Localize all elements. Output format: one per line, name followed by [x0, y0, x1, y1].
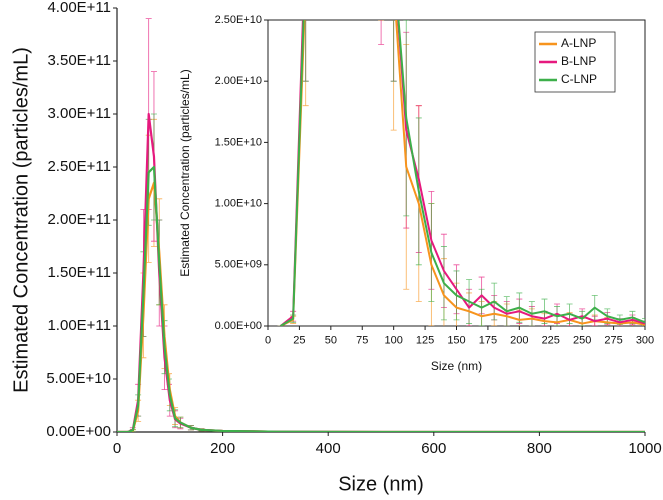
legend-label: B-LNP	[561, 54, 596, 68]
error-bar	[378, 20, 385, 45]
x-tick-label: 400	[316, 440, 341, 457]
series-line	[280, 20, 645, 326]
y-tick-label: 0.00E+00	[46, 423, 111, 440]
y-axis-title: Estimated Concentration (particles/mL)	[178, 69, 192, 276]
x-tick-label: 1000	[628, 440, 661, 457]
x-axis-title: Size (nm)	[338, 473, 424, 495]
y-tick-label: 1.50E+11	[47, 264, 111, 281]
x-tick-label: 800	[527, 440, 552, 457]
y-tick-label: 1.00E+10	[215, 198, 262, 210]
y-axis-title: Estimated Concentration (particles/mL)	[10, 47, 32, 393]
x-tick-label: 150	[447, 335, 465, 347]
x-tick-label: 600	[421, 440, 446, 457]
y-tick-label: 1.00E+11	[47, 317, 111, 334]
legend-label: A-LNP	[561, 36, 596, 50]
y-tick-label: 0.00E+00	[215, 320, 262, 332]
x-tick-label: 100	[384, 335, 402, 347]
x-tick-label: 75	[356, 335, 368, 347]
error-bar	[302, 20, 309, 82]
series-line	[280, 20, 645, 326]
y-tick-label: 2.00E+11	[47, 211, 111, 228]
error-bar	[390, 20, 397, 82]
x-tick-label: 200	[510, 335, 528, 347]
series-line	[117, 165, 645, 432]
y-tick-label: 2.00E+10	[215, 75, 262, 87]
legend-label: C-LNP	[561, 72, 597, 86]
x-tick-label: 0	[265, 335, 271, 347]
plot-area	[277, 20, 645, 326]
x-axis-title: Size (nm)	[431, 359, 482, 373]
y-tick-label: 4.00E+11	[47, 0, 111, 16]
x-tick-label: 0	[113, 440, 121, 457]
x-tick-label: 175	[479, 335, 497, 347]
x-tick-label: 300	[636, 335, 654, 347]
plot-area	[117, 18, 645, 432]
x-tick-label: 125	[416, 335, 434, 347]
x-tick-label: 200	[210, 440, 235, 457]
x-tick-label: 275	[604, 335, 622, 347]
y-tick-label: 5.00E+10	[46, 370, 111, 387]
x-tick-label: 50	[325, 335, 337, 347]
x-tick-label: 225	[542, 335, 560, 347]
y-tick-label: 5.00E+09	[215, 259, 262, 271]
y-tick-label: 1.50E+10	[215, 136, 262, 148]
x-tick-label: 25	[293, 335, 305, 347]
legend: A-LNP B-LNP C-LNP	[534, 31, 616, 93]
x-tick-label: 250	[573, 335, 591, 347]
y-tick-label: 3.50E+11	[47, 52, 111, 69]
y-tick-label: 3.00E+11	[47, 105, 111, 122]
main-plot: 0.00E+00 5.00E+10 1.00E+11 1.50E+11 2.00E+11…	[10, 0, 661, 495]
y-tick-label: 2.50E+10	[215, 14, 262, 26]
inset-plot: 0.00E+00 5.00E+09 1.00E+10 1.50E+10 2.00E+10…	[178, 14, 654, 373]
error-bar	[642, 318, 645, 326]
y-tick-label: 2.50E+11	[47, 158, 111, 175]
